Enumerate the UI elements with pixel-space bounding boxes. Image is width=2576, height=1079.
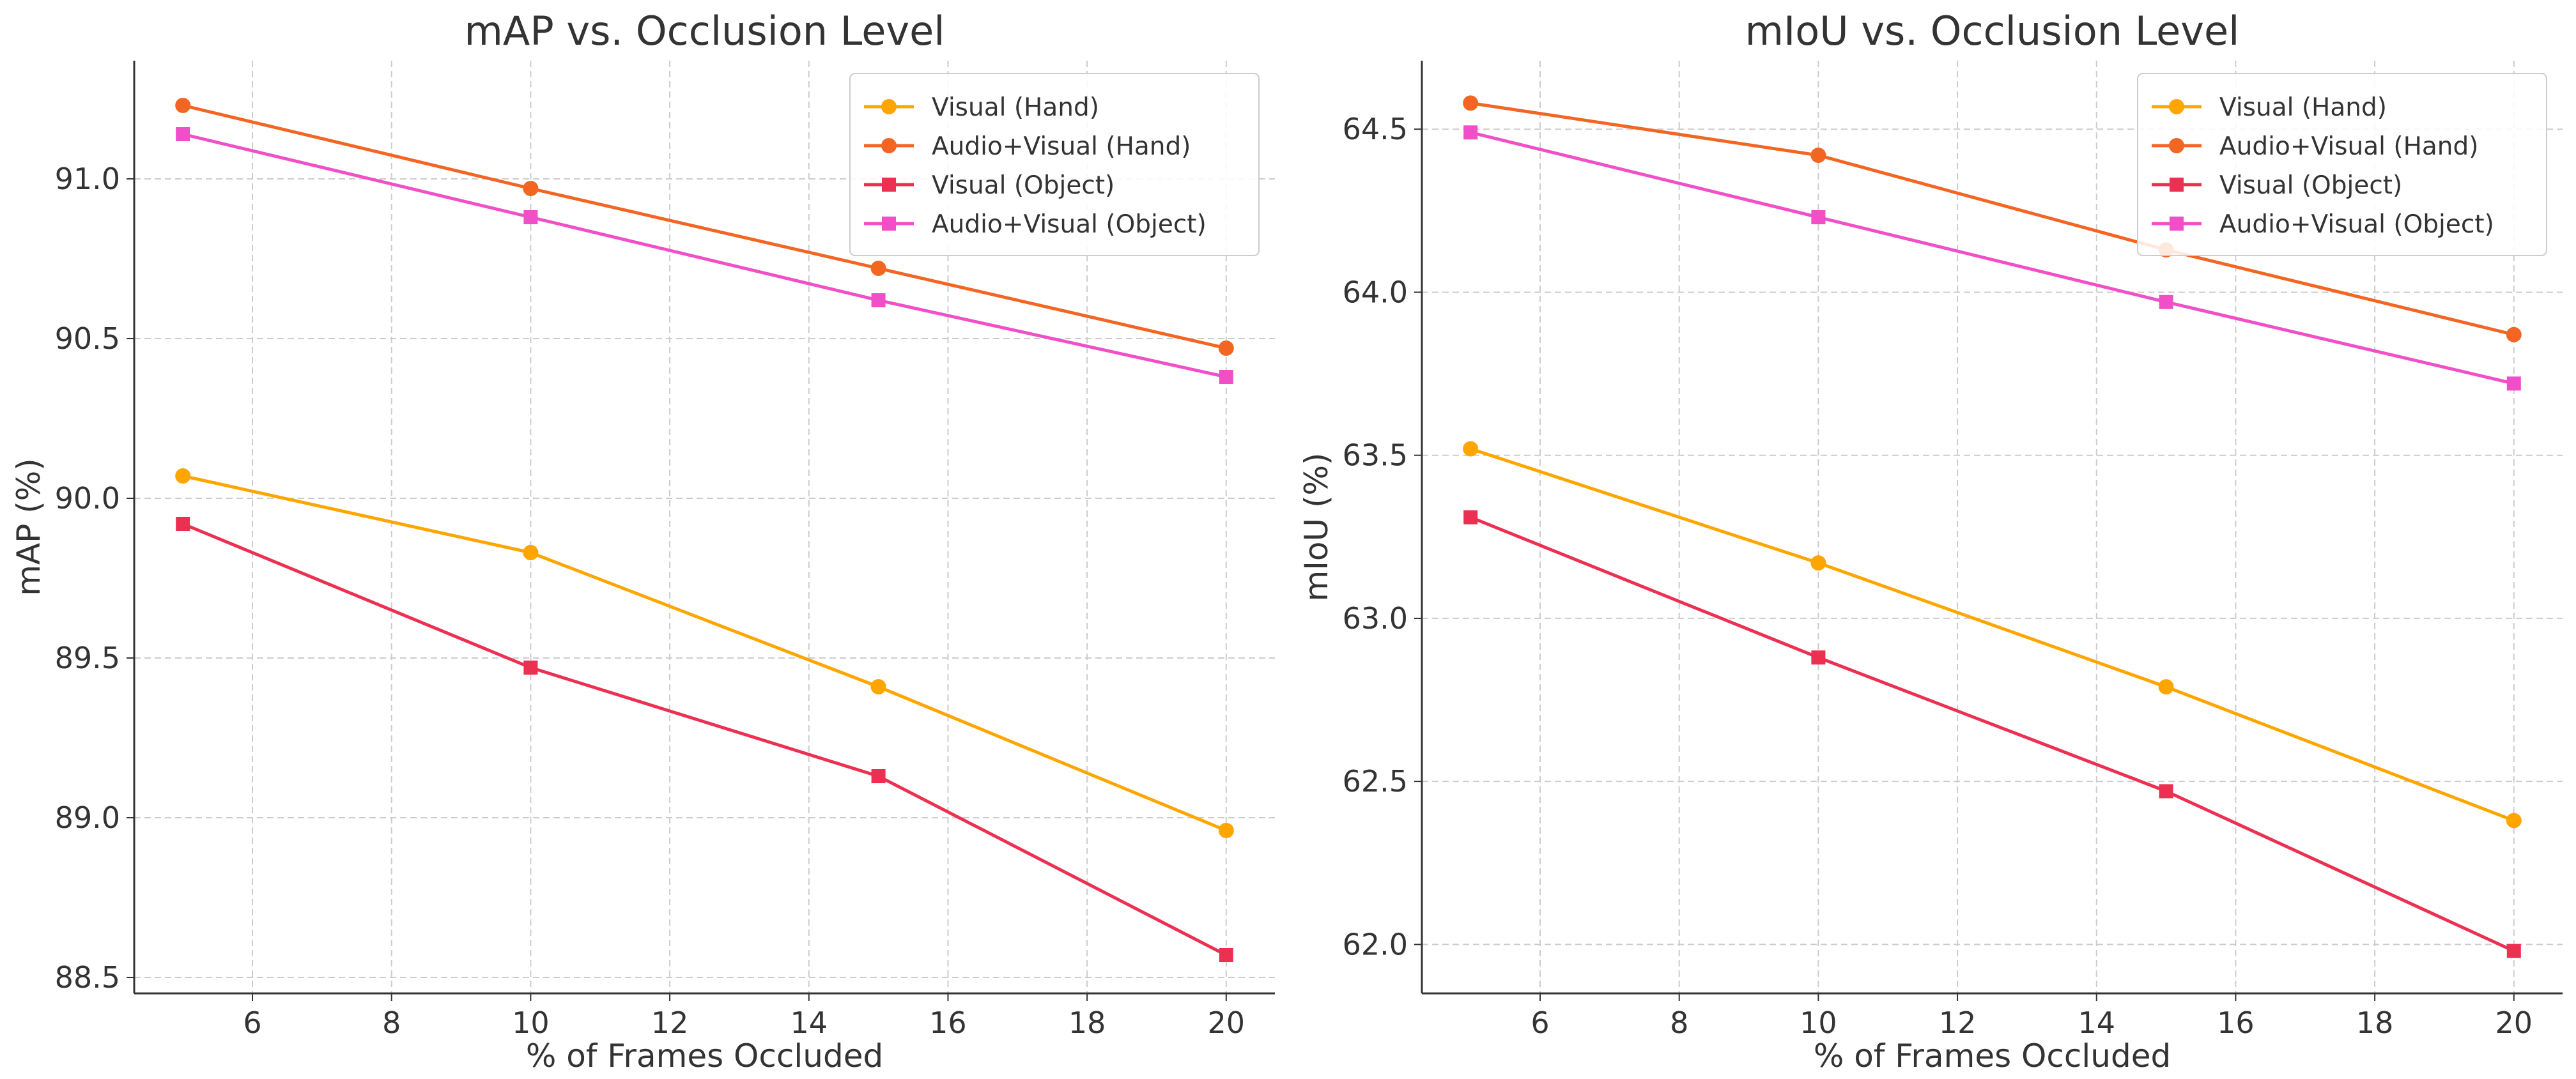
miou-series-3-point-1 [1811, 210, 1826, 225]
map-x-tick-label-0: 6 [243, 1006, 261, 1040]
map-series-line-2 [182, 522, 1227, 957]
miou-series-line-1 [1470, 101, 2515, 337]
miou-legend-box [2137, 73, 2547, 256]
map-series-0-point-2 [870, 679, 886, 694]
miou-series-2-point-3 [2506, 944, 2521, 958]
map-series-line-3 [182, 132, 1227, 379]
map-series-0-point-1 [523, 545, 539, 560]
miou-series-line-0 [1470, 447, 2515, 822]
map-series-0-point-3 [1218, 823, 1234, 838]
map-x-tick-label-5: 16 [929, 1006, 967, 1040]
map-series-line-1 [182, 103, 1227, 350]
map-y-tick-label-1: 89.0 [55, 800, 120, 835]
map-series-2-point-0 [176, 517, 190, 531]
map-series-3-point-2 [871, 293, 886, 307]
miou-x-tick-label-0: 6 [1531, 1006, 1549, 1040]
map-series-2-point-3 [1219, 948, 1233, 962]
miou-series-line-2 [1470, 516, 2515, 953]
miou-series-line-3 [1470, 130, 2515, 385]
miou-y-tick-label-0: 62.0 [1343, 927, 1408, 961]
miou-series-1-point-3 [2506, 326, 2522, 342]
map-legend-marker-1 [881, 138, 897, 153]
map-legend-label-1: Audio+Visual (Hand) [932, 132, 1191, 161]
map-series-3-point-0 [176, 127, 190, 141]
map-series-1-point-1 [523, 181, 539, 196]
miou-x-axis-label: % of Frames Occluded [1814, 1037, 2171, 1075]
miou-series-2-point-2 [2159, 784, 2173, 799]
miou-legend-marker-3 [2170, 217, 2184, 231]
map-x-tick-label-3: 12 [651, 1006, 689, 1040]
map-legend-box [849, 73, 1260, 256]
miou-x-tick-label-1: 8 [1670, 1006, 1688, 1040]
map-x-tick-label-4: 14 [790, 1006, 828, 1040]
miou-y-tick-label-2: 63.0 [1343, 601, 1408, 636]
miou-series-3-point-0 [1463, 125, 1478, 140]
miou-series-2-point-1 [1811, 650, 1826, 665]
miou-y-axis-label: mIoU (%) [1298, 452, 1335, 601]
map-x-tick-label-7: 20 [1208, 1006, 1246, 1040]
map-x-tick-label-1: 8 [382, 1006, 401, 1040]
map-chart-panel: 6 8 10 12 14 16 18 20 88.5 89.0 89.5 90.0 90.5 91.0 mA… [10, 8, 1275, 1075]
map-y-tick-label-4: 90.5 [55, 321, 120, 356]
miou-chart-title: mIoU vs. Occlusion Level [1745, 8, 2240, 54]
map-legend-label-3: Audio+Visual (Object) [932, 210, 1207, 239]
map-series-1-point-2 [870, 261, 886, 276]
map-x-axis-label: % of Frames Occluded [526, 1037, 883, 1075]
map-y-tick-label-2: 89.5 [55, 641, 120, 675]
miou-y-tick-label-5: 64.5 [1343, 112, 1408, 146]
miou-legend-marker-1 [2169, 138, 2184, 153]
miou-series-0-point-1 [1810, 555, 1826, 571]
map-y-axis-label: mAP (%) [10, 458, 47, 595]
map-series-0-point-0 [175, 468, 191, 484]
map-series-1-point-3 [1218, 341, 1234, 356]
map-series-2-point-2 [871, 769, 886, 783]
miou-chart-panel: 6 8 10 12 14 16 18 20 62.0 62.5 63.0 63.5 64.0 64.5 mI… [1298, 8, 2563, 1075]
miou-y-tick-label-4: 64.0 [1343, 275, 1408, 309]
miou-y-tick-label-1: 62.5 [1343, 764, 1408, 799]
miou-legend-label-3: Audio+Visual (Object) [2219, 210, 2494, 239]
miou-series-3-point-2 [2159, 295, 2173, 309]
map-x-tick-label-2: 10 [512, 1006, 550, 1040]
miou-series-0-point-2 [2158, 679, 2174, 695]
map-legend-marker-3 [882, 217, 896, 231]
map-series-line-0 [182, 474, 1227, 832]
miou-series-3-point-3 [2506, 376, 2521, 391]
map-y-tick-label-3: 90.0 [55, 481, 120, 516]
map-chart-title: mAP vs. Occlusion Level [465, 8, 945, 54]
miou-legend-marker-2 [2170, 178, 2184, 192]
map-series-2-point-1 [523, 661, 538, 675]
miou-series-2-point-0 [1463, 510, 1478, 524]
miou-series-0-point-3 [2506, 813, 2522, 829]
map-x-tick-label-6: 18 [1068, 1006, 1106, 1040]
miou-x-tick-label-5: 16 [2217, 1006, 2255, 1040]
miou-legend-label-1: Audio+Visual (Hand) [2219, 132, 2478, 161]
map-legend-label-2: Visual (Object) [932, 171, 1114, 200]
miou-series-0-point-0 [1463, 441, 1479, 457]
miou-legend-label-0: Visual (Hand) [2219, 93, 2387, 122]
map-y-tick-label-0: 88.5 [55, 960, 120, 995]
miou-x-tick-label-3: 12 [1939, 1006, 1977, 1040]
map-legend-label-0: Visual (Hand) [932, 93, 1099, 122]
miou-series-1-point-1 [1810, 148, 1826, 164]
miou-x-tick-label-6: 18 [2356, 1006, 2394, 1040]
miou-y-tick-label-3: 63.5 [1343, 438, 1408, 473]
map-y-tick-label-5: 91.0 [55, 162, 120, 196]
miou-legend-label-2: Visual (Object) [2219, 171, 2402, 200]
miou-series-1-point-0 [1463, 95, 1479, 111]
map-series-3-point-3 [1219, 370, 1233, 384]
map-legend-marker-2 [882, 178, 896, 192]
map-series-3-point-1 [523, 210, 538, 224]
miou-x-tick-label-7: 20 [2495, 1006, 2533, 1040]
miou-x-tick-label-4: 14 [2078, 1006, 2115, 1040]
miou-legend-marker-0 [2169, 99, 2184, 114]
map-series-1-point-0 [175, 98, 191, 113]
map-legend-marker-0 [881, 99, 897, 114]
miou-x-tick-label-2: 10 [1800, 1006, 1837, 1040]
